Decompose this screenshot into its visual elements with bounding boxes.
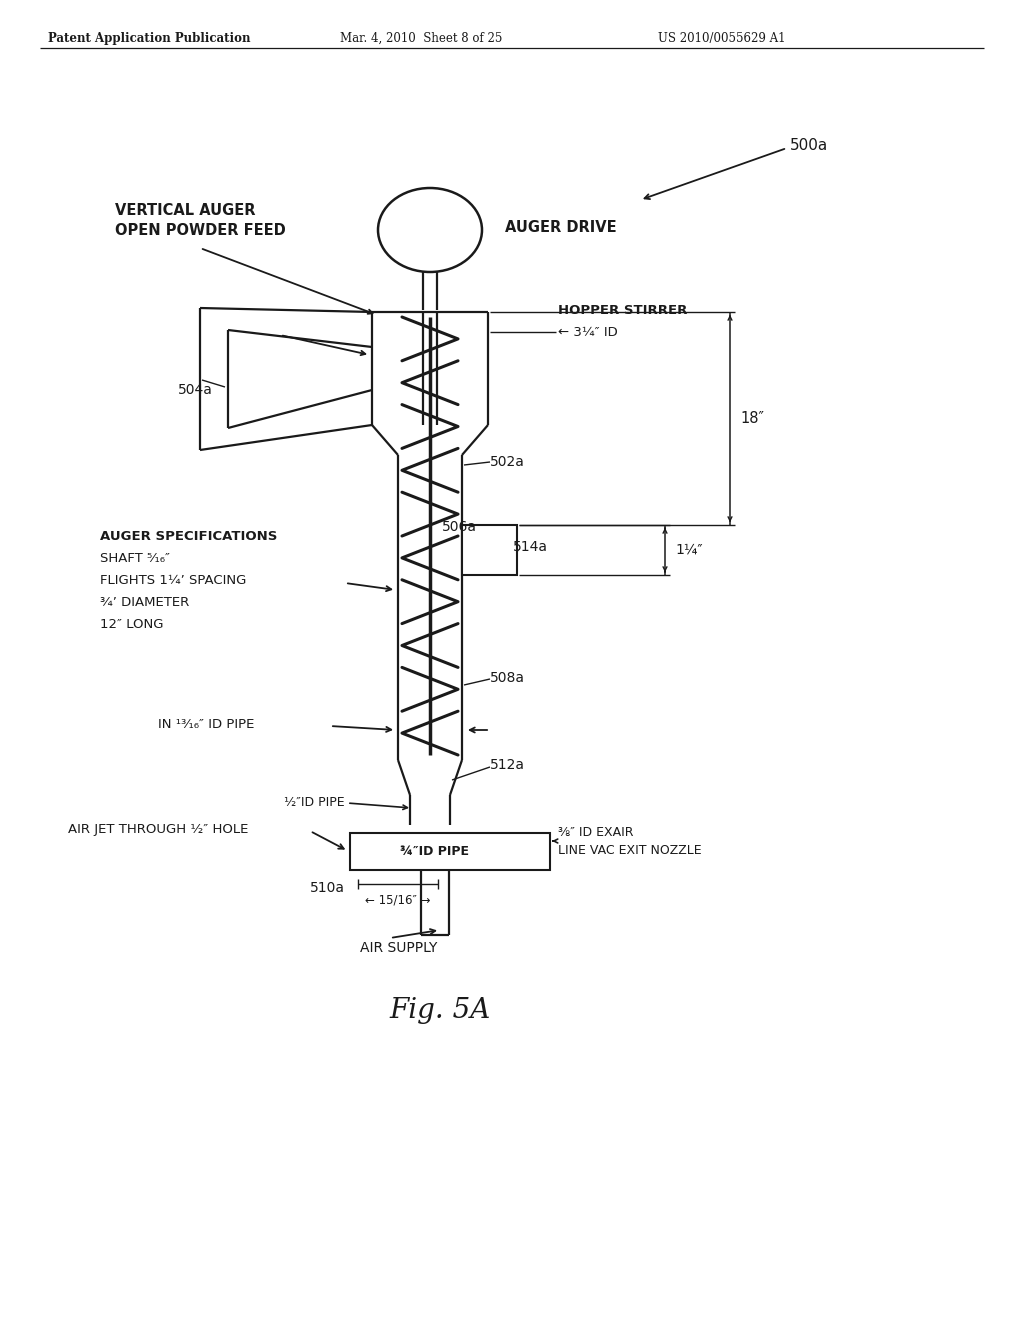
Text: 510a: 510a: [310, 880, 345, 895]
Text: SHAFT ⁵⁄₁₆″: SHAFT ⁵⁄₁₆″: [100, 552, 170, 565]
Text: ← 15/16″ →: ← 15/16″ →: [366, 894, 431, 907]
Text: 506a: 506a: [442, 520, 477, 535]
Text: ← 3¼″ ID: ← 3¼″ ID: [558, 326, 617, 338]
Text: HOPPER STIRRER: HOPPER STIRRER: [558, 304, 687, 317]
Text: AUGER SPECIFICATIONS: AUGER SPECIFICATIONS: [100, 531, 278, 543]
Text: AIR SUPPLY: AIR SUPPLY: [360, 941, 437, 954]
Text: IN ¹³⁄₁₆″ ID PIPE: IN ¹³⁄₁₆″ ID PIPE: [158, 718, 254, 731]
Text: US 2010/0055629 A1: US 2010/0055629 A1: [658, 32, 785, 45]
Text: 502a: 502a: [490, 455, 525, 469]
Text: 504a: 504a: [178, 383, 213, 397]
Text: OPEN POWDER FEED: OPEN POWDER FEED: [115, 223, 286, 238]
Text: 512a: 512a: [490, 758, 525, 772]
Bar: [350, 833, 550, 870]
Text: 12″ LONG: 12″ LONG: [100, 618, 164, 631]
Text: ½″ID PIPE: ½″ID PIPE: [285, 796, 345, 808]
Text: Fig. 5A: Fig. 5A: [389, 997, 490, 1023]
Text: VERTICAL AUGER: VERTICAL AUGER: [115, 203, 256, 218]
Text: 508a: 508a: [490, 671, 525, 685]
Ellipse shape: [378, 187, 482, 272]
Text: AIR JET THROUGH ½″ HOLE: AIR JET THROUGH ½″ HOLE: [68, 824, 249, 837]
Text: LINE VAC EXIT NOZZLE: LINE VAC EXIT NOZZLE: [558, 843, 701, 857]
Text: ¾’ DIAMETER: ¾’ DIAMETER: [100, 597, 189, 609]
Text: FLIGHTS 1¼’ SPACING: FLIGHTS 1¼’ SPACING: [100, 574, 247, 587]
Text: 500a: 500a: [790, 137, 828, 153]
Text: 514a: 514a: [513, 540, 548, 554]
Text: ¾″ID PIPE: ¾″ID PIPE: [400, 845, 469, 858]
Text: Patent Application Publication: Patent Application Publication: [48, 32, 251, 45]
Text: AUGER DRIVE: AUGER DRIVE: [505, 220, 616, 235]
Text: ⅜″ ID EXAIR: ⅜″ ID EXAIR: [558, 825, 634, 838]
Bar: [462, 525, 517, 576]
Text: 18″: 18″: [740, 411, 764, 426]
Text: 1¼″: 1¼″: [675, 543, 702, 557]
Text: Mar. 4, 2010  Sheet 8 of 25: Mar. 4, 2010 Sheet 8 of 25: [340, 32, 503, 45]
